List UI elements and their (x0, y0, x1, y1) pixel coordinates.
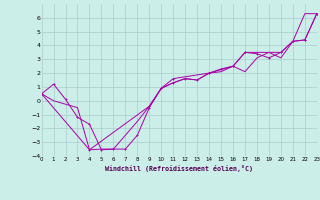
X-axis label: Windchill (Refroidissement éolien,°C): Windchill (Refroidissement éolien,°C) (105, 165, 253, 172)
